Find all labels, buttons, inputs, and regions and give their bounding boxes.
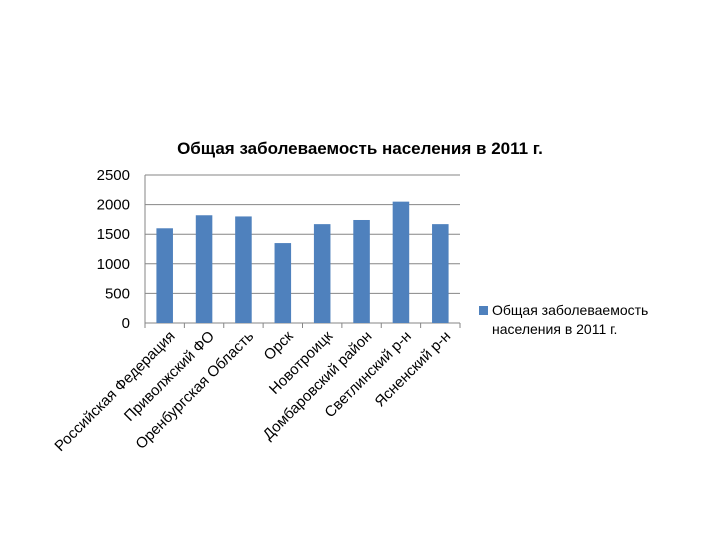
- bar: [195, 215, 213, 323]
- legend-swatch: [479, 306, 488, 315]
- y-tick-label: 500: [105, 285, 130, 302]
- legend-label-line-1: Общая заболеваемость: [492, 302, 648, 318]
- bar: [156, 228, 173, 323]
- y-tick-label: 0: [122, 315, 130, 332]
- bar: [392, 201, 410, 323]
- x-category-label: Орск: [261, 328, 297, 364]
- bar: [274, 243, 292, 323]
- y-tick-label: 2500: [97, 167, 130, 184]
- chart-title: Общая заболеваемость населения в 2011 г.: [177, 139, 543, 158]
- bar: [313, 224, 331, 323]
- legend: Общая заболеваемость населения в 2011 г.: [479, 302, 648, 337]
- y-tick-labels: 0 500 1000 1500 2000 2500: [97, 167, 130, 332]
- bar: [353, 219, 370, 323]
- bar: [432, 224, 449, 323]
- y-tick-label: 2000: [97, 197, 130, 214]
- y-tick-label: 1000: [97, 256, 130, 273]
- y-tick-label: 1500: [97, 226, 130, 243]
- gridlines: [145, 174, 460, 294]
- bar: [235, 216, 252, 323]
- bars: [156, 201, 449, 323]
- legend-label-line-2: населения в 2011 г.: [492, 321, 617, 337]
- axes: [144, 175, 461, 328]
